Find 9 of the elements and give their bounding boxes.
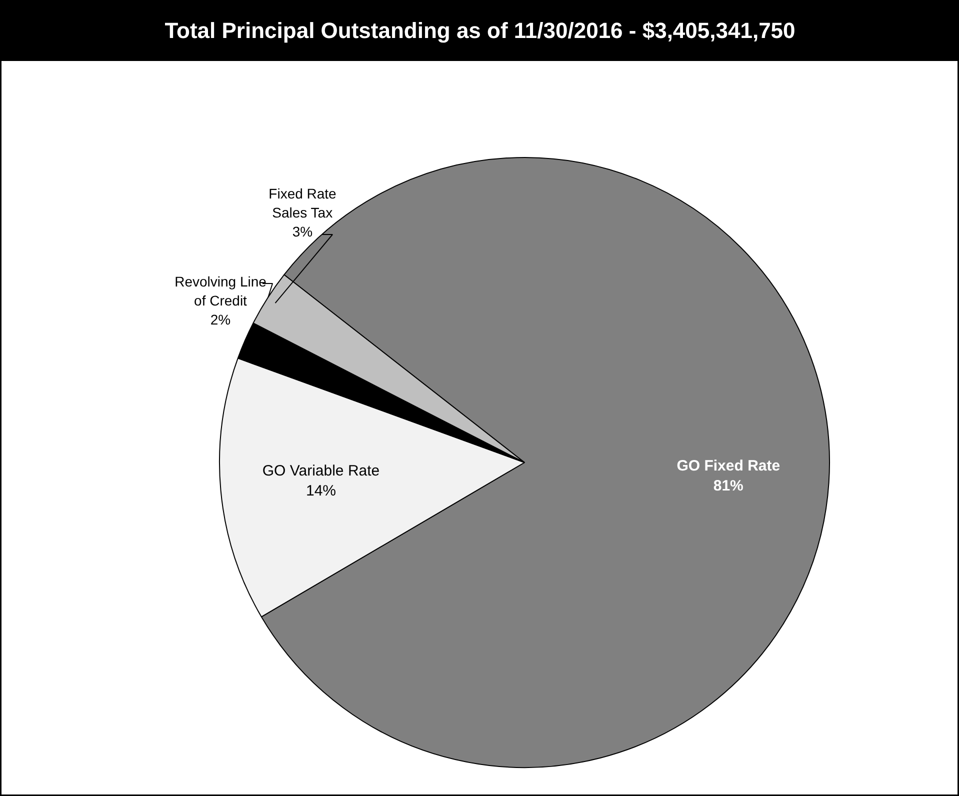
slice-label: Revolving Line of Credit: [174, 273, 267, 308]
chart-title: Total Principal Outstanding as of 11/30/2016 - $3,405,341,750: [164, 18, 796, 43]
data-label: 81%: [713, 478, 744, 495]
slice-label: Fixed Rate Sales Tax: [268, 185, 337, 220]
slice-label: GO Fixed Rate: [676, 457, 780, 474]
data-label: 14%: [306, 482, 336, 500]
slice-label: GO Variable Rate: [262, 462, 380, 480]
data-label: 3%: [292, 224, 313, 240]
data-label: 2%: [210, 312, 231, 328]
